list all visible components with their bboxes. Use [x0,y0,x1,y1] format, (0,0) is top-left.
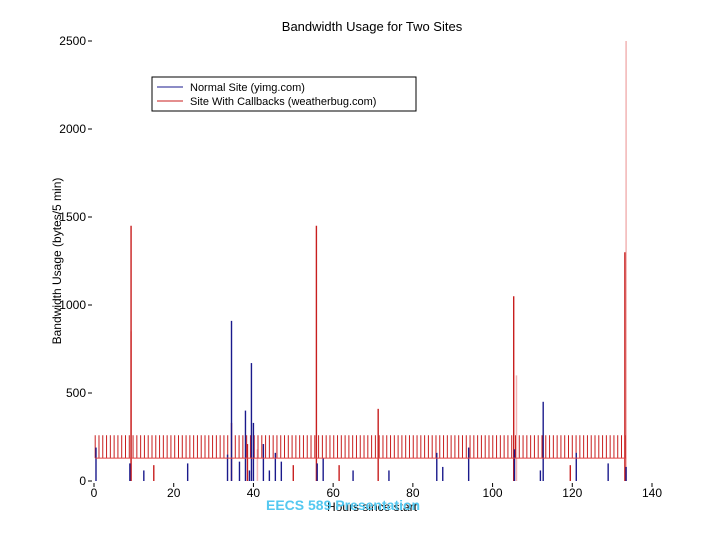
normal-series-bars [95,320,627,481]
callbacks-series-bars [130,225,626,481]
x-axis-ticks: 0 20 40 60 80 100 120 140 [91,483,662,500]
legend-label-normal: Normal Site (yimg.com) [190,82,305,94]
legend-label-callbacks: Site With Callbacks (weatherbug.com) [190,96,376,108]
x-axis-label: Hours since start [327,500,418,514]
y-tick-label: 1500 [59,210,86,224]
x-tick-label: 100 [483,486,503,500]
x-tick-label: 140 [642,486,662,500]
x-tick-label: 40 [247,486,261,500]
legend: Normal Site (yimg.com) Site With Callbac… [151,76,417,112]
x-tick-label: 20 [167,486,181,500]
y-axis-label: Bandwidth Usage (bytes/5 min) [50,178,64,345]
callbacks-periodic-bars [94,435,626,459]
y-tick-label: 500 [66,386,86,400]
chart-title: Bandwidth Usage for Two Sites [282,19,463,34]
presentation-watermark: EECS 589 Presentation [266,497,421,513]
plot-background [94,41,652,481]
y-tick-label: 0 [79,474,86,488]
y-tick-label: 2500 [59,34,86,48]
x-tick-label: 0 [91,486,98,500]
y-axis-ticks: 0 500 1000 1500 2000 2500 [59,34,92,488]
y-tick-label: 2000 [59,122,86,136]
y-tick-label: 1000 [59,298,86,312]
legend-box [151,76,417,112]
x-tick-label: 120 [562,486,582,500]
x-tick-label: 80 [406,486,420,500]
x-tick-label: 60 [326,486,340,500]
